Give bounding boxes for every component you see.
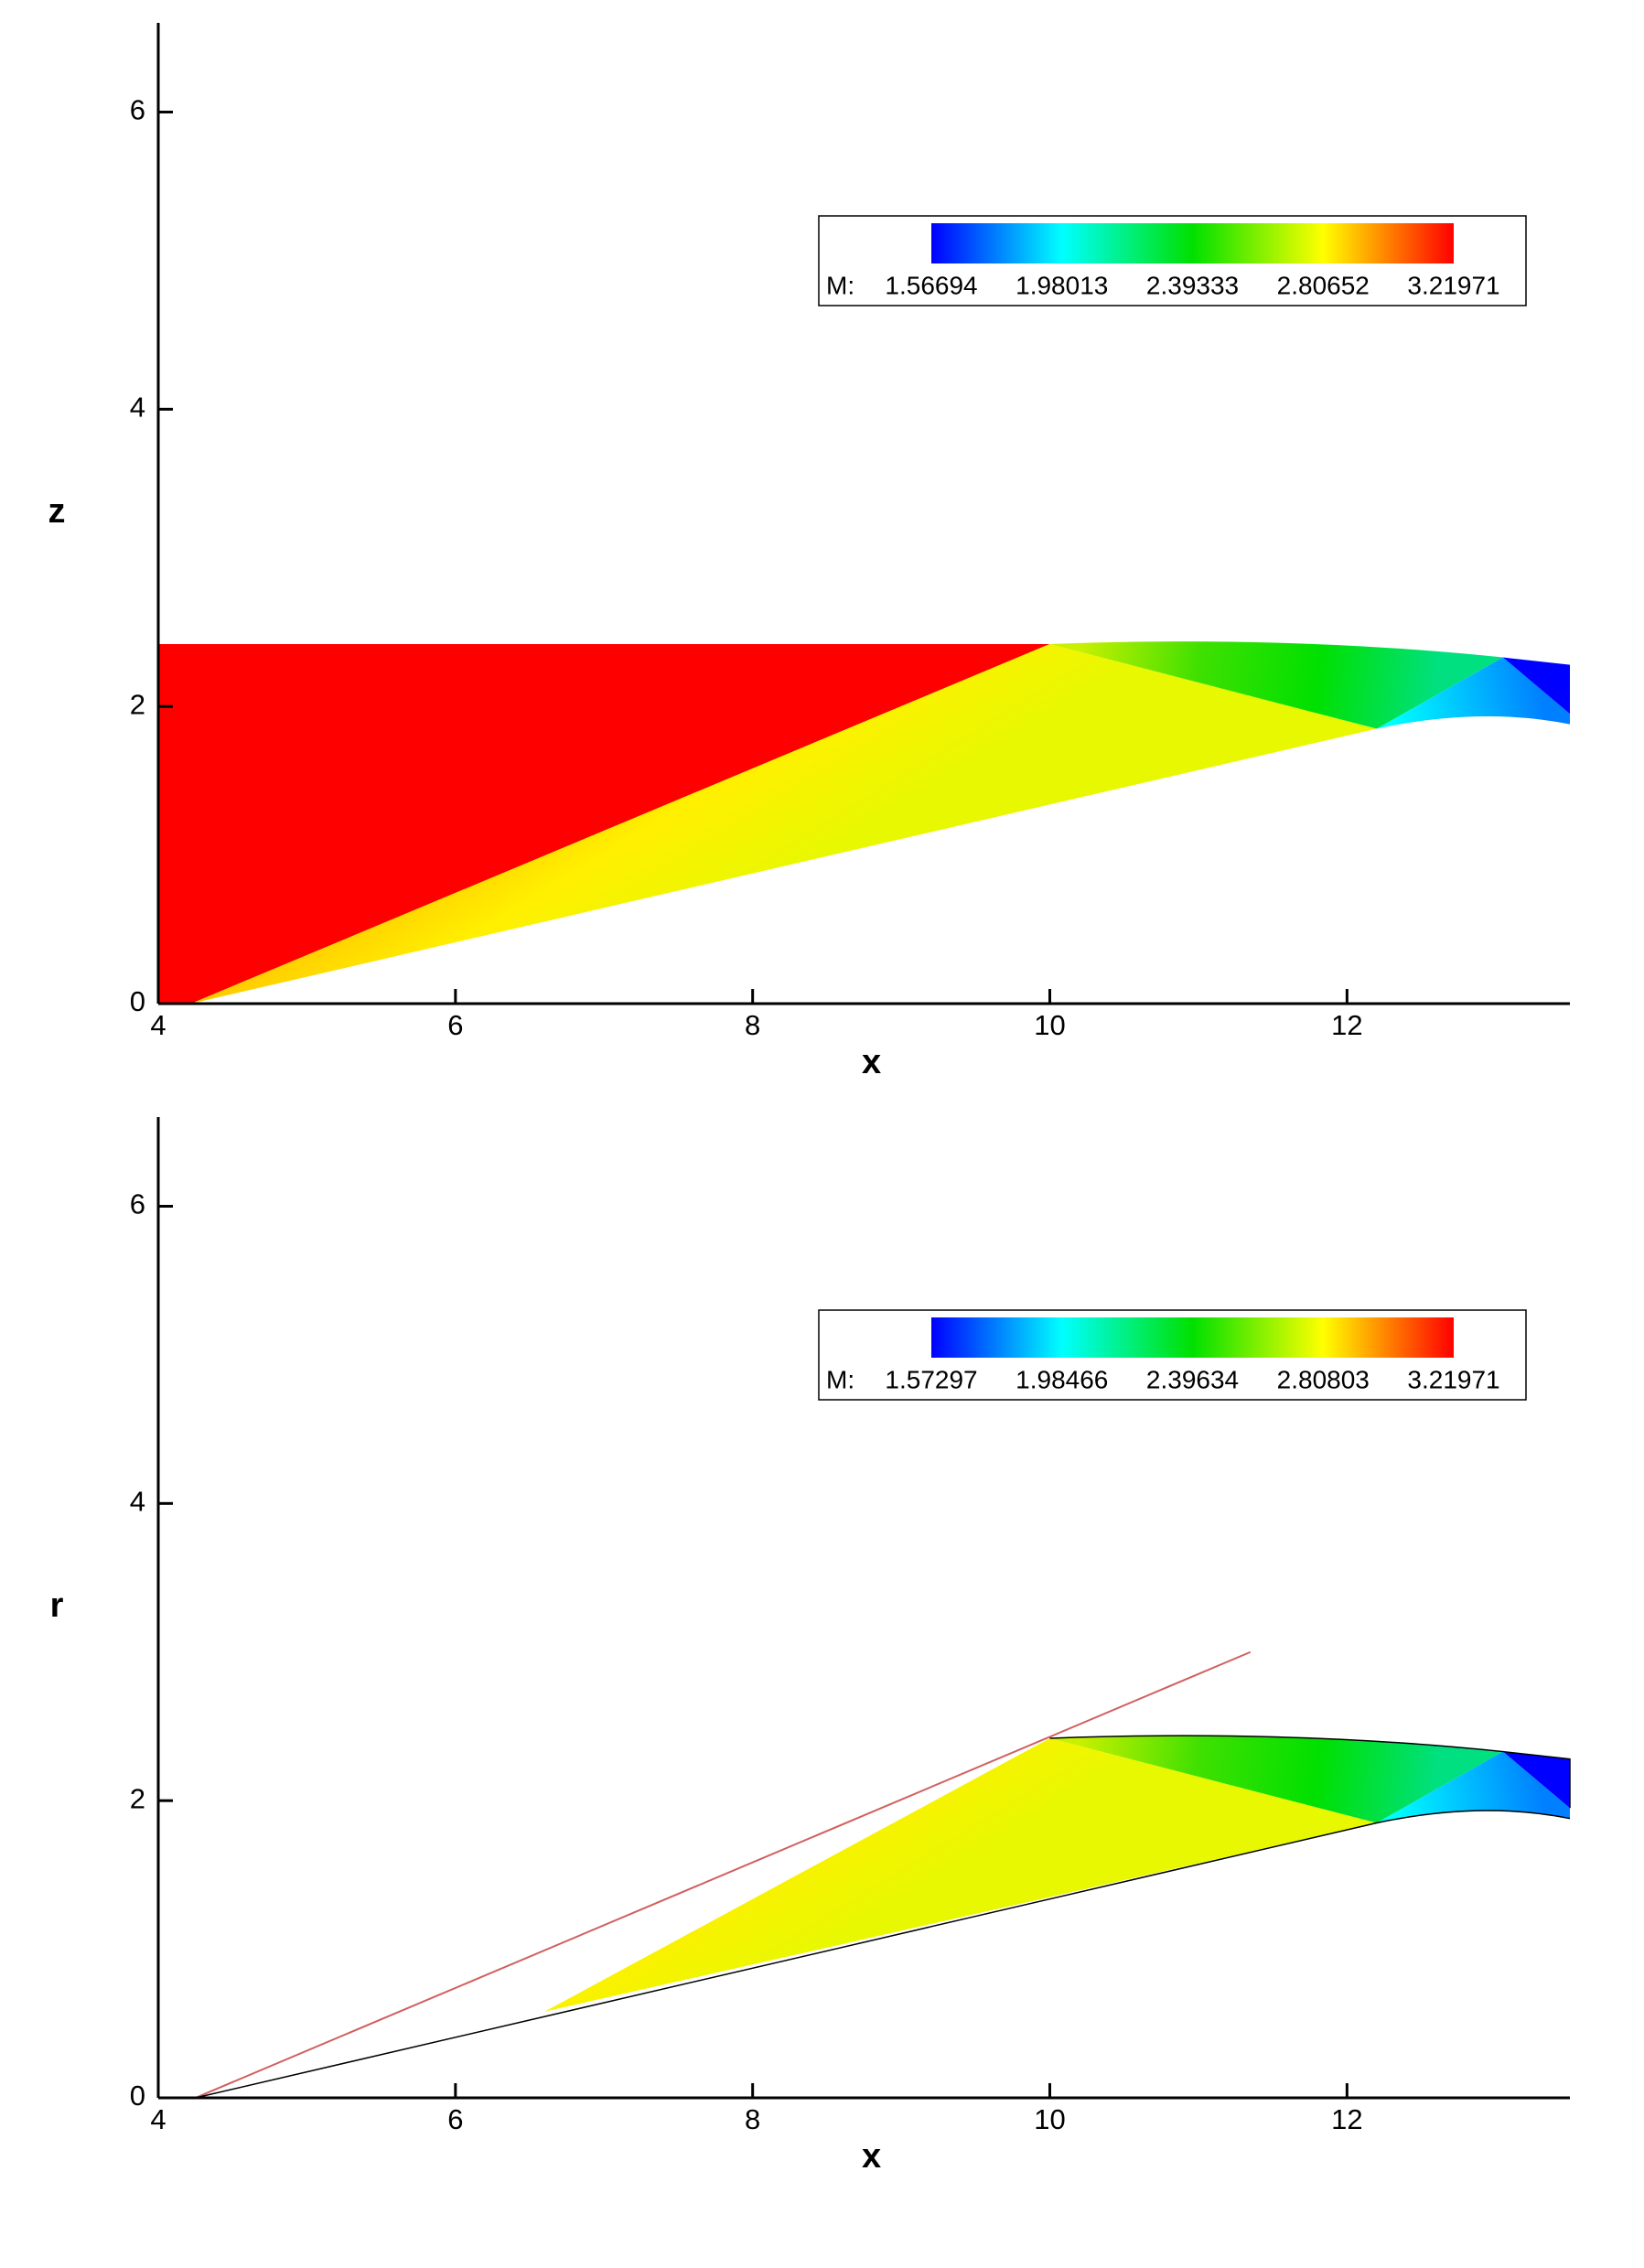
legend-level: 3.21971: [1407, 271, 1499, 299]
y-axis-title: r: [50, 1586, 64, 1625]
x-axis-title: x: [862, 1043, 881, 1081]
legend-level: 1.98013: [1015, 271, 1108, 299]
legend-level: 1.98466: [1015, 1365, 1108, 1393]
x-tick-label: 8: [745, 2103, 760, 2135]
y-axis-title: z: [48, 492, 66, 531]
y-tick-label: 0: [130, 2080, 145, 2112]
region-reflected: [1049, 641, 1503, 729]
legend-level: 3.21971: [1407, 1365, 1499, 1393]
y-tick-label: 4: [130, 1486, 145, 1518]
flow-field: [158, 641, 1570, 1004]
legend-label: M:: [826, 1365, 854, 1393]
shock-line: [195, 1650, 1252, 2099]
legend-level: 2.80652: [1277, 271, 1370, 299]
x-tick-label: 10: [1034, 1009, 1065, 1041]
y-tick-label: 0: [130, 985, 145, 1017]
region-expansion: [1376, 657, 1570, 729]
region-compression: [190, 643, 1377, 1004]
x-tick-label: 4: [150, 1009, 166, 1041]
x-tick-label: 8: [745, 1009, 760, 1041]
x-tick-label: 6: [447, 1009, 463, 1041]
flow-field: [195, 1650, 1571, 2099]
region-exit: [1502, 657, 1570, 715]
y-tick-label: 2: [130, 1782, 145, 1814]
region-freestream: [158, 643, 1050, 1004]
region-exit: [1502, 1751, 1570, 1809]
region-expansion: [1376, 1751, 1570, 1823]
x-tick-label: 12: [1331, 1009, 1362, 1041]
legend-level: 1.57297: [885, 1365, 977, 1393]
legend-level: 2.39634: [1146, 1365, 1239, 1393]
legend-label: M:: [826, 271, 854, 299]
y-tick-label: 2: [130, 688, 145, 720]
legend: M: 1.56694 1.98013 2.39333 2.80652 3.21971: [818, 215, 1527, 306]
legend-level: 2.80803: [1277, 1365, 1370, 1393]
x-tick-label: 12: [1331, 2103, 1362, 2135]
y-tick-label: 6: [130, 94, 145, 126]
legend-level: 2.39333: [1146, 271, 1239, 299]
y-tick-label: 6: [130, 1188, 145, 1220]
x-tick-label: 6: [447, 2103, 463, 2135]
y-tick-label: 4: [130, 392, 145, 424]
x-tick-label: 4: [150, 2103, 166, 2135]
region-compression: [544, 1737, 1377, 2012]
colorbar: [931, 1317, 1454, 1358]
legend: M: 1.57297 1.98466 2.39634 2.80803 3.21971: [818, 1309, 1527, 1401]
x-tick-label: 10: [1034, 2103, 1065, 2135]
x-axis-title: x: [862, 2137, 881, 2176]
region-reflected: [1049, 1736, 1503, 1823]
colorbar: [931, 223, 1454, 263]
legend-level: 1.56694: [885, 271, 977, 299]
body-outline: [195, 1735, 1571, 2099]
